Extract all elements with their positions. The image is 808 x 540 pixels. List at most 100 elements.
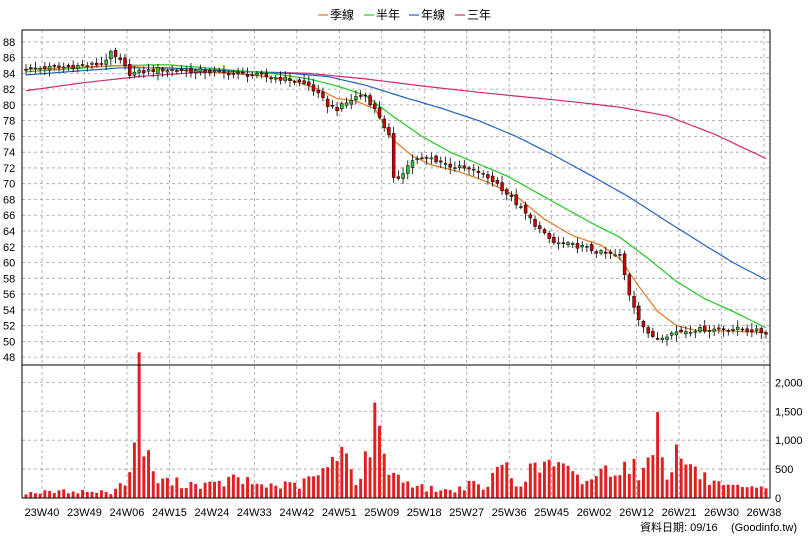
candle-body	[599, 250, 603, 254]
candle-body	[358, 95, 363, 97]
legend-item-quarter: 季線	[318, 7, 354, 22]
candle-body	[33, 67, 38, 70]
candle-body	[57, 65, 61, 68]
candle-body	[231, 73, 236, 75]
candle-body	[472, 168, 476, 171]
volume-bar	[514, 486, 518, 498]
candle-body	[156, 67, 160, 74]
x-tick-label: 23W40	[25, 507, 60, 519]
volume-bar	[231, 474, 235, 498]
volume-bar	[123, 485, 127, 498]
candle-body	[552, 237, 556, 243]
candle-body	[236, 72, 240, 74]
volume-bar	[345, 453, 348, 498]
volume-bar	[132, 442, 136, 498]
volume-tick-label: 0	[775, 493, 781, 505]
candle-body	[712, 328, 716, 332]
candle-body	[142, 70, 146, 73]
candle-body	[212, 70, 217, 73]
volume-bar	[731, 484, 735, 498]
volume-bar	[354, 485, 358, 498]
candle-body	[321, 91, 325, 99]
volume-bar	[670, 472, 674, 498]
candle-body	[76, 65, 80, 69]
volume-tick-label: 2,000	[775, 377, 803, 389]
volume-bar	[43, 490, 47, 498]
candle-body	[307, 81, 311, 86]
volume-bar	[165, 477, 169, 498]
price-tick-label: 76	[3, 131, 15, 143]
volume-bar	[335, 461, 339, 498]
candle-body	[226, 73, 231, 76]
volume-bar	[297, 488, 301, 498]
candle-body	[613, 254, 617, 257]
candle-body	[288, 78, 292, 81]
candle-body	[292, 81, 297, 83]
candle-body	[632, 296, 636, 308]
volume-bar	[604, 465, 608, 498]
volume-bar	[500, 464, 504, 498]
candle-body	[99, 63, 104, 65]
volume-bar	[175, 477, 179, 498]
volume-bar	[184, 487, 188, 498]
candle-body	[311, 84, 316, 92]
candle-body	[52, 65, 56, 67]
legend-label-quarter: 季線	[330, 7, 354, 22]
volume-bar	[627, 473, 631, 498]
candle-body	[241, 72, 245, 74]
candle-body	[429, 157, 434, 160]
volume-bar	[279, 488, 282, 498]
volume-bar	[462, 490, 466, 498]
candle-body	[736, 326, 740, 330]
volume-bar	[118, 483, 122, 498]
volume-bar	[632, 458, 636, 498]
candle-body	[217, 70, 221, 72]
x-tick-label: 24W51	[322, 507, 357, 519]
volume-bar	[637, 480, 641, 498]
volume-bar	[222, 486, 226, 498]
volume-bar	[283, 481, 287, 498]
candle-body	[660, 338, 665, 340]
volume-bar	[255, 483, 259, 498]
volume-bar	[552, 466, 556, 498]
candle-body	[759, 328, 764, 333]
volume-bar	[52, 492, 56, 498]
candle-body	[542, 229, 547, 234]
volume-bar	[274, 485, 278, 498]
candle-body	[726, 330, 731, 332]
candle-body	[28, 67, 33, 70]
candle-body	[222, 71, 226, 73]
x-tick-label: 24W06	[110, 507, 145, 519]
price-grid	[22, 30, 770, 498]
volume-bar	[288, 482, 292, 498]
price-tick-label: 72	[3, 163, 15, 175]
volume-bar	[293, 482, 297, 498]
candle-body	[698, 327, 702, 332]
candle-body	[575, 243, 580, 249]
candle-body	[66, 65, 71, 67]
candle-body	[90, 62, 94, 65]
volume-bar	[62, 489, 66, 498]
candle-body	[703, 325, 707, 332]
volume-bar	[401, 482, 405, 498]
candle-body	[43, 66, 47, 70]
candle-body	[151, 69, 155, 72]
volume-bar	[104, 491, 108, 498]
candle-body	[594, 251, 599, 254]
volume-bar	[90, 491, 94, 498]
volume-bar	[198, 488, 202, 498]
x-tick-label: 25W36	[492, 507, 527, 519]
candle-body	[184, 69, 188, 72]
volume-bar	[444, 489, 447, 498]
price-tick-label: 60	[3, 258, 15, 270]
candle-body	[637, 305, 641, 320]
candle-body	[646, 327, 650, 334]
candle-body	[71, 64, 75, 69]
volume-tick-label: 1,500	[775, 406, 803, 418]
x-axis-ticks: 23W40 23W49 24W06 24W15 24W24 24W33 24W42 24W51…	[25, 507, 782, 519]
candle-body	[250, 74, 254, 76]
volume-bar	[411, 487, 414, 498]
volume-bar	[241, 483, 245, 498]
volume-bar	[349, 469, 353, 498]
